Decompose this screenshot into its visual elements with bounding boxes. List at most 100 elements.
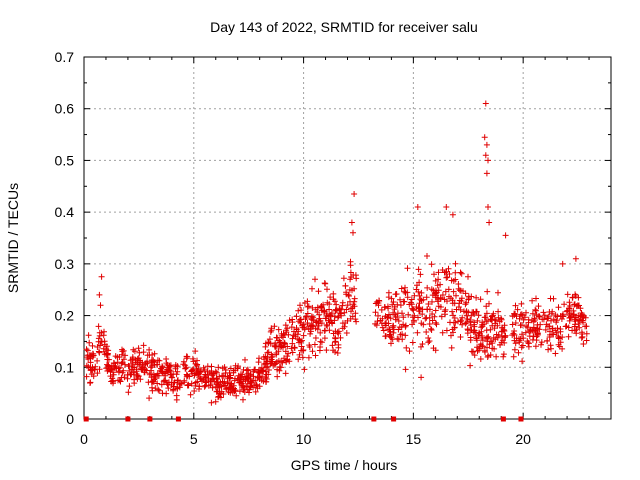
data-point [533,295,539,302]
data-point [208,368,215,374]
data-point [224,373,231,380]
data-point [533,307,539,314]
data-point [433,321,440,328]
data-point [491,345,498,352]
data-point [326,306,333,313]
data-point [247,372,254,379]
data-point [295,335,301,342]
data-point [291,344,298,351]
data-point [116,377,123,384]
data-point [528,327,535,334]
data-point [375,312,381,319]
data-point [482,349,488,355]
data-point [189,370,196,377]
data-point [312,276,318,283]
data-point [129,356,136,363]
data-point [347,262,354,269]
data-point [276,367,283,374]
y-tick-label: 0.1 [55,359,75,375]
data-point [430,345,437,352]
data-point [86,339,93,346]
y-tick-label: 0.6 [55,101,75,117]
data-point [398,285,405,292]
data-point [146,395,153,402]
data-point [425,301,432,307]
data-point [248,380,255,387]
data-point [559,345,566,352]
data-point [409,305,416,312]
data-point [160,378,167,385]
data-point [281,340,288,347]
data-point [208,399,215,406]
data-point [235,376,242,383]
data-point [477,296,484,303]
data-point [552,350,559,357]
data-point [490,334,497,341]
data-point [530,324,537,331]
data-point [406,301,413,308]
data-point [452,260,459,267]
data-point [415,288,422,295]
data-point [447,295,454,302]
data-point [163,356,170,362]
data-point [207,381,214,388]
data-point [105,347,112,354]
data-point [486,341,493,348]
data-point [240,382,247,389]
data-point [579,311,586,318]
data-point [572,293,579,299]
data-point [143,367,150,374]
data-point [437,304,444,310]
data-point [402,323,409,330]
data-point [550,316,557,323]
data-point [176,381,183,388]
data-point [535,313,542,320]
data-point [318,339,325,346]
data-point [417,271,424,278]
data-point [512,302,519,309]
data-point [151,361,158,368]
data-point [390,322,396,329]
data-point [165,385,172,392]
data-point [449,300,456,307]
data-point [484,335,491,342]
data-point [271,323,278,330]
data-point [483,303,490,310]
data-point [485,157,491,164]
data-point [94,344,101,350]
data-point [340,275,347,282]
data-point [375,300,382,306]
data-point [122,352,129,359]
data-point [306,323,312,330]
data-point [423,329,430,335]
data-point [448,332,454,339]
data-point [322,280,329,287]
data-point [323,321,330,328]
data-point [555,304,562,311]
data-point [519,358,526,365]
data-point [230,369,237,376]
data-point [217,390,223,397]
data-point [501,339,508,346]
data-point [573,326,580,333]
data-point [120,356,127,363]
data-point [502,332,509,339]
data-point [171,379,177,386]
data-point [343,291,350,298]
data-point [218,383,225,390]
data-point [164,381,171,388]
data-point [307,330,314,337]
data-point [399,310,405,317]
data-point [511,331,518,338]
data-point [473,308,479,315]
data-point [344,302,351,309]
data-point [377,317,384,324]
data-point [429,298,435,305]
data-point [517,335,524,342]
data-point [515,349,522,356]
data-point [393,291,400,297]
data-point [526,328,533,335]
data-point [131,364,138,371]
data-point [423,314,430,321]
